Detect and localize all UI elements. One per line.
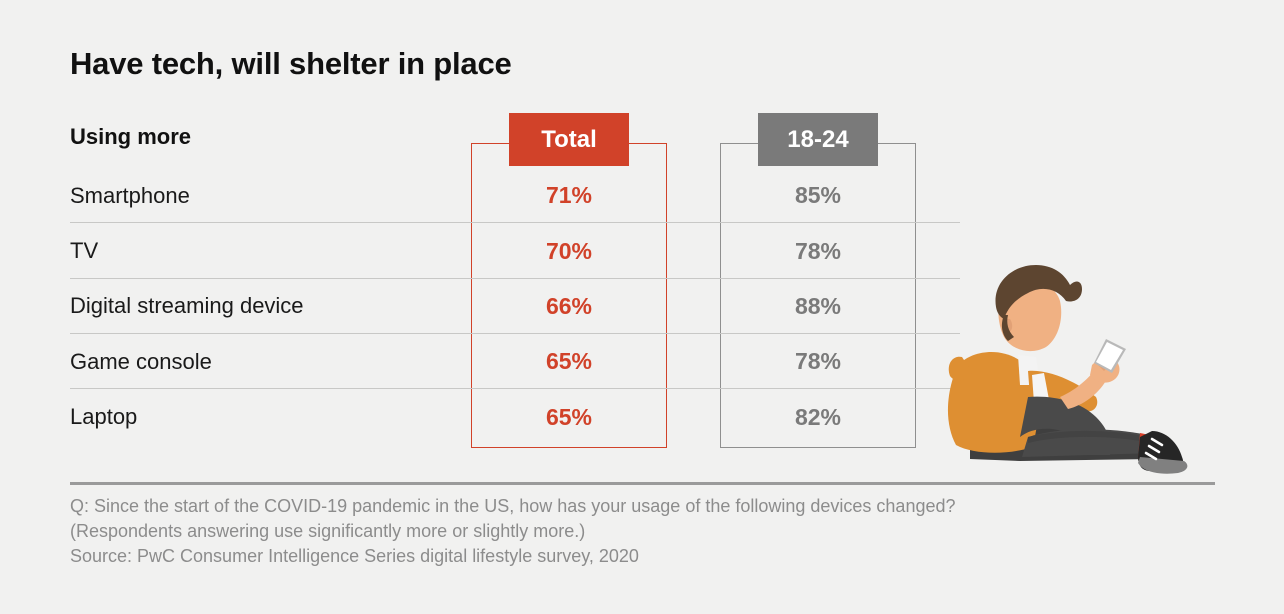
- column-header-18-24-label: 18-24: [787, 125, 849, 153]
- table-cell-total: 65%: [545, 348, 593, 374]
- table-row-label: TV: [70, 238, 99, 263]
- table-cell-total: 70%: [545, 238, 593, 264]
- row-header-label: Using more: [70, 124, 192, 149]
- footnote-line-3: Source: PwC Consumer Intelligence Series…: [70, 546, 639, 566]
- table-row-label: Laptop: [70, 404, 138, 429]
- row-divider: [70, 278, 960, 279]
- footnote-line-1: Q: Since the start of the COVID-19 pande…: [70, 496, 956, 516]
- row-divider: [70, 333, 960, 334]
- table-cell-18-24: 88%: [794, 293, 842, 319]
- comparison-table: Using more Total 18-24 Smartphone 71% 85…: [70, 113, 960, 448]
- table-cell-total: 65%: [545, 404, 593, 430]
- column-header-18-24: 18-24: [758, 113, 878, 166]
- row-divider: [70, 388, 960, 389]
- table-row-label: Digital streaming device: [70, 293, 304, 318]
- column-header-total-label: Total: [541, 125, 597, 153]
- table-cell-18-24: 78%: [794, 238, 842, 264]
- table-cell-total: 71%: [545, 182, 593, 208]
- footnote-line-2: (Respondents answering use significantly…: [70, 521, 586, 541]
- table-cell-18-24: 78%: [794, 348, 842, 374]
- table-cell-18-24: 82%: [794, 404, 842, 430]
- table-row-label: Smartphone: [70, 183, 190, 208]
- column-header-total: Total: [509, 113, 629, 166]
- table-cell-total: 66%: [545, 293, 593, 319]
- table-cell-18-24: 85%: [794, 182, 842, 208]
- page-title: Have tech, will shelter in place: [70, 46, 512, 81]
- footer-divider: [70, 482, 1215, 485]
- footnote: Q: Since the start of the COVID-19 pande…: [70, 494, 956, 569]
- table-row-label: Game console: [70, 349, 212, 374]
- row-divider: [70, 222, 960, 223]
